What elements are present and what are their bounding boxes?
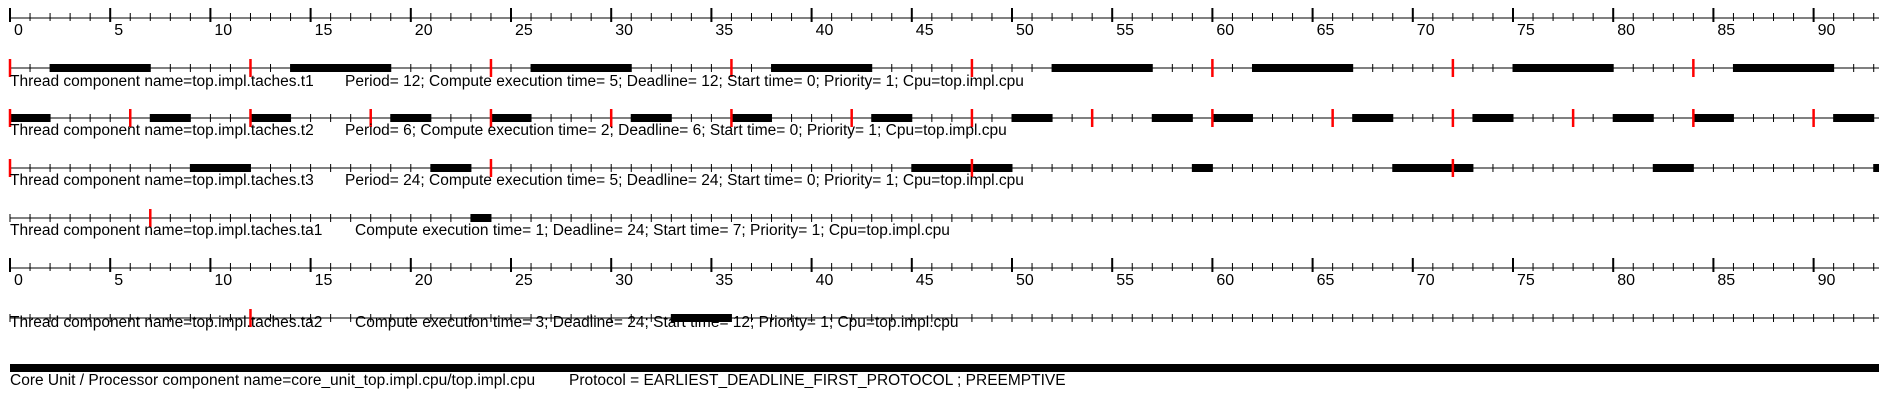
tick-label: 90 — [1818, 22, 1836, 39]
execution-bar — [470, 214, 491, 222]
tick-label: 40 — [816, 272, 834, 289]
tick-label: 85 — [1717, 22, 1735, 39]
tick-label: 70 — [1417, 22, 1435, 39]
execution-bar — [490, 114, 532, 122]
tick-label: 50 — [1016, 272, 1034, 289]
execution-bar — [1513, 64, 1614, 72]
execution-bar — [10, 114, 51, 122]
tick-label: 0 — [14, 22, 23, 39]
tick-label: 85 — [1717, 272, 1735, 289]
execution-bar — [50, 64, 151, 72]
tick-label: 5 — [114, 272, 123, 289]
execution-bar — [1392, 164, 1473, 172]
execution-bar — [430, 164, 471, 172]
thread-name-label: Thread component name=top.impl.taches.t2 — [10, 122, 314, 139]
execution-bar — [290, 64, 391, 72]
execution-bar — [771, 64, 872, 72]
tick-label: 65 — [1317, 272, 1335, 289]
execution-bar — [871, 114, 912, 122]
processor-name-label: Core Unit / Processor component name=cor… — [10, 372, 536, 389]
execution-bar — [190, 164, 251, 172]
processor-protocol-label: Protocol = EARLIEST_DEADLINE_FIRST_PROTO… — [569, 372, 1066, 389]
execution-bar — [1192, 164, 1213, 172]
thread-properties-label: Period= 24; Compute execution time= 5; D… — [345, 172, 1024, 189]
tick-label: 25 — [515, 22, 533, 39]
execution-bar — [531, 64, 632, 72]
tick-label: 70 — [1417, 272, 1435, 289]
tick-label: 55 — [1116, 22, 1134, 39]
thread-properties-label: Period= 12; Compute execution time= 5; D… — [345, 73, 1024, 90]
tick-label: 40 — [816, 22, 834, 39]
processor-busy-bar — [10, 364, 1879, 372]
execution-bar — [731, 114, 772, 122]
execution-bar — [671, 314, 732, 322]
tick-label: 75 — [1517, 22, 1535, 39]
thread-properties-label: Compute execution time= 1; Deadline= 24;… — [355, 222, 950, 239]
thread-properties-label: Period= 6; Compute execution time= 2; De… — [345, 122, 1007, 139]
tick-label: 5 — [114, 22, 123, 39]
tick-label: 60 — [1216, 272, 1234, 289]
tick-label: 50 — [1016, 22, 1034, 39]
tick-label: 0 — [14, 272, 23, 289]
execution-bar — [1352, 114, 1393, 122]
execution-bar — [911, 164, 1012, 172]
execution-bar — [1733, 64, 1834, 72]
tick-label: 25 — [515, 272, 533, 289]
tick-label: 75 — [1517, 272, 1535, 289]
execution-bar — [1472, 114, 1513, 122]
execution-bar — [1052, 64, 1153, 72]
thread-properties-label: Compute execution time= 3; Deadline= 24;… — [355, 314, 959, 331]
thread-name-label: Thread component name=top.impl.taches.ta… — [10, 222, 323, 239]
tick-label: 60 — [1216, 22, 1234, 39]
tick-label: 35 — [715, 22, 733, 39]
execution-bar — [1212, 114, 1253, 122]
execution-bar — [250, 114, 291, 122]
tick-label: 45 — [916, 22, 934, 39]
tick-label: 15 — [315, 22, 333, 39]
execution-bar — [390, 114, 431, 122]
execution-bar — [1252, 64, 1353, 72]
thread-name-label: Thread component name=top.impl.taches.t1 — [10, 73, 314, 90]
tick-label: 90 — [1818, 272, 1836, 289]
tick-label: 30 — [615, 272, 633, 289]
execution-bar — [1833, 114, 1874, 122]
tick-label: 80 — [1617, 272, 1635, 289]
tick-label: 45 — [916, 272, 934, 289]
execution-bar — [150, 114, 191, 122]
tick-label: 10 — [214, 272, 232, 289]
execution-bar — [1693, 114, 1734, 122]
execution-bar — [1873, 164, 1879, 172]
tick-label: 20 — [415, 22, 433, 39]
execution-bar — [1152, 114, 1193, 122]
tick-label: 10 — [214, 22, 232, 39]
execution-bar — [1012, 114, 1053, 122]
thread-name-label: Thread component name=top.impl.taches.ta… — [10, 314, 323, 331]
execution-bar — [1653, 164, 1694, 172]
thread-name-label: Thread component name=top.impl.taches.t3 — [10, 172, 314, 189]
execution-bar — [1613, 114, 1654, 122]
tick-label: 80 — [1617, 22, 1635, 39]
tick-label: 55 — [1116, 272, 1134, 289]
tick-label: 35 — [715, 272, 733, 289]
tick-label: 30 — [615, 22, 633, 39]
tick-label: 15 — [315, 272, 333, 289]
tick-label: 65 — [1317, 22, 1335, 39]
tick-label: 20 — [415, 272, 433, 289]
execution-bar — [631, 114, 672, 122]
